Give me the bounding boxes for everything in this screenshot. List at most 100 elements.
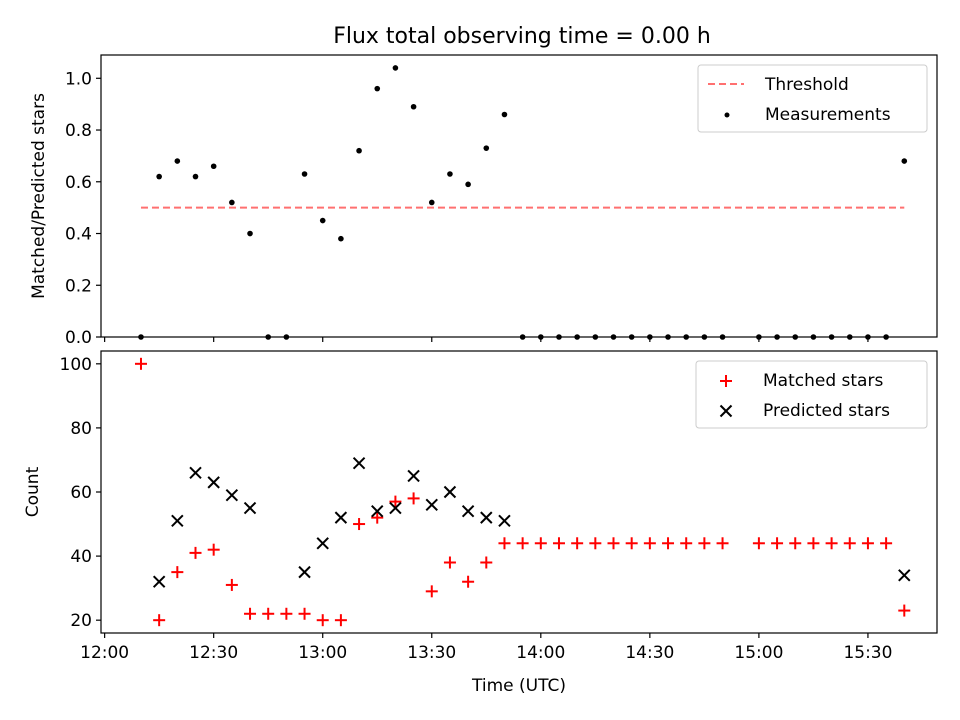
bottom-axes-frame	[100, 350, 938, 634]
y-tick-label: 40	[70, 547, 92, 567]
matched-star-point	[680, 537, 693, 550]
matched-star-point	[371, 511, 384, 524]
y-tick-label: 0.8	[65, 121, 92, 141]
top-panel: 0.0 0.2 0.4 0.6 0.8 1.0 Matched/Predicted sta…	[29, 54, 938, 348]
matched-star-point	[716, 537, 729, 550]
matched-star-point	[498, 537, 511, 550]
measurement-point	[501, 111, 508, 118]
matched-star-point	[407, 492, 420, 505]
bottom-plot-marks	[134, 357, 911, 627]
predicted-star-point	[498, 514, 511, 528]
y-tick-label: 80	[70, 419, 92, 439]
matched-star-point	[334, 614, 347, 627]
matched-star-point	[443, 556, 456, 569]
x-tick-label: 13:00	[298, 643, 347, 663]
matched-star-point	[589, 537, 602, 550]
x-tick-label: 15:00	[734, 643, 783, 663]
matched-star-point	[280, 607, 293, 620]
measurement-point	[447, 171, 453, 177]
matched-star-point	[880, 537, 893, 550]
matched-star-point	[552, 537, 565, 550]
measurement-point	[210, 163, 217, 170]
matched-star-point	[843, 537, 856, 550]
x-tick-label: 13:30	[407, 643, 456, 663]
predicted-star-point	[425, 498, 438, 512]
measurement-point	[356, 147, 362, 154]
top-axes-frame	[100, 54, 938, 338]
matched-star-point	[607, 537, 620, 550]
measurement-point	[319, 217, 326, 224]
top-legend: Threshold Measurements	[697, 64, 928, 133]
y-tick-label: 1.0	[65, 69, 92, 89]
x-axis-label: Time (UTC)	[471, 676, 566, 696]
x-tick-label: 12:00	[80, 643, 129, 663]
y-tick-label: 0.0	[65, 328, 92, 348]
matched-star-point	[807, 537, 820, 550]
matched-star-point	[389, 495, 402, 508]
predicted-star-point	[207, 476, 220, 489]
measurement-point	[374, 85, 381, 92]
matched-star-point	[262, 607, 275, 620]
measurement-point	[410, 103, 417, 110]
legend-measurements-label: Measurements	[765, 105, 891, 125]
matched-star-point	[189, 546, 202, 559]
predicted-star-point	[171, 514, 184, 528]
top-legend-box	[697, 64, 928, 133]
measurement-point	[465, 181, 471, 188]
matched-star-point	[134, 357, 147, 370]
predicted-star-point	[316, 537, 329, 550]
x-tick-label: 14:30	[625, 643, 674, 663]
matched-star-point	[825, 537, 838, 550]
bottom-panel: 12:00 12:30 13:00 13:30 14:00 14:30 15:00 15:30…	[23, 350, 938, 696]
matched-star-point	[353, 518, 366, 531]
matched-star-point	[244, 607, 257, 620]
measurement-point	[428, 199, 435, 206]
measurement-point	[247, 230, 253, 237]
matched-star-point	[571, 537, 584, 550]
top-y-ticks: 0.0 0.2 0.4 0.6 0.8 1.0	[65, 69, 101, 348]
predicted-star-point	[898, 569, 911, 582]
matched-star-point	[771, 537, 784, 550]
measurement-point	[901, 158, 908, 164]
matched-star-point	[425, 585, 438, 598]
y-tick-label: 0.2	[65, 276, 92, 296]
y-tick-label: 20	[70, 611, 92, 631]
predicted-star-point	[152, 575, 166, 588]
matched-star-point	[534, 537, 547, 550]
matched-star-point	[698, 537, 711, 550]
predicted-star-point	[352, 456, 366, 470]
legend-plus-glyph	[720, 375, 732, 387]
matched-star-point	[861, 537, 874, 550]
top-y-axis-label: Matched/Predicted stars	[29, 93, 49, 299]
measurement-point	[483, 145, 490, 151]
y-tick-label: 0.6	[65, 173, 92, 193]
bottom-y-ticks: 20 40 60 80 100	[60, 355, 101, 631]
top-x-ticks	[104, 337, 869, 342]
measurement-point	[229, 199, 235, 206]
measurement-point	[192, 173, 199, 180]
y-tick-label: 60	[70, 483, 92, 503]
predicted-star-point	[189, 466, 202, 479]
legend-predicted-marker	[719, 404, 733, 418]
matched-star-point	[207, 543, 220, 556]
legend-x-glyph	[719, 404, 733, 418]
matched-star-point	[171, 566, 184, 579]
predicted-star-point	[225, 488, 239, 502]
matched-star-point	[153, 614, 166, 627]
matched-star-point	[316, 614, 329, 627]
measurement-point	[174, 158, 181, 164]
y-tick-label: 0.4	[65, 225, 92, 245]
measurement-point	[392, 65, 399, 71]
predicted-star-point	[461, 505, 475, 518]
matched-star-point	[662, 537, 675, 550]
legend-predicted-label: Predicted stars	[763, 401, 890, 421]
measurement-point	[301, 171, 308, 177]
bottom-legend: Matched stars Predicted stars	[695, 360, 928, 429]
legend-matched-marker	[720, 375, 732, 387]
matched-star-point	[789, 537, 802, 550]
legend-matched-label: Matched stars	[763, 371, 883, 391]
predicted-star-point	[334, 511, 348, 524]
predicted-star-point	[407, 469, 420, 483]
predicted-star-point	[243, 501, 257, 515]
legend-measurements-marker	[724, 112, 730, 118]
